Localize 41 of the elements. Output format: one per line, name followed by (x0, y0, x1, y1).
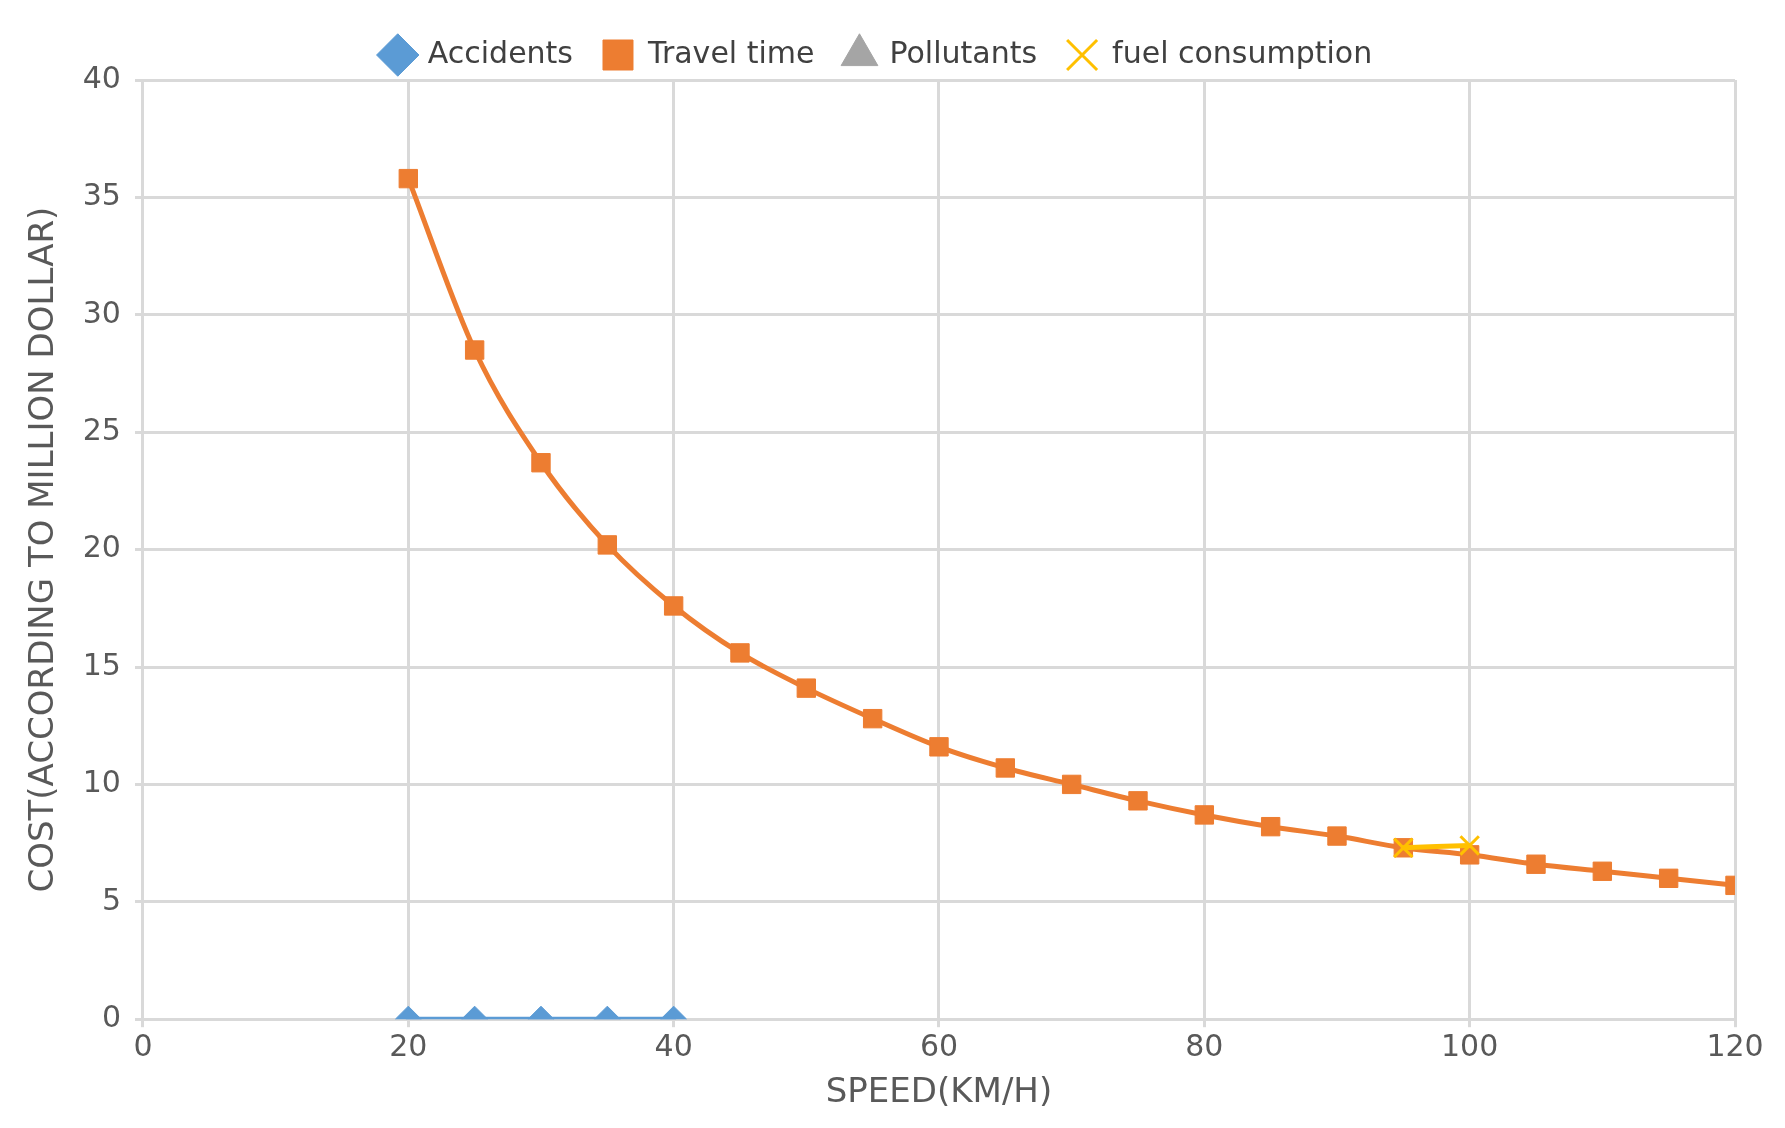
point (531, 453, 551, 473)
point (1526, 854, 1546, 874)
legend-label: fuel consumption (1112, 34, 1373, 70)
point (1194, 805, 1215, 825)
x-tick-label: 80 (1185, 1028, 1224, 1063)
point (1061, 774, 1082, 795)
legend-label: Pollutants (889, 34, 1038, 70)
point (929, 737, 949, 757)
y-tick-label: 35 (82, 177, 121, 213)
point (1592, 861, 1613, 881)
x-tick-label: 40 (654, 1028, 693, 1063)
point (1260, 816, 1281, 837)
point (1658, 868, 1679, 889)
x-tick-label: 120 (1706, 1028, 1764, 1063)
y-tick-label: 20 (82, 529, 121, 565)
x-tick-label: 20 (389, 1028, 428, 1063)
point (730, 643, 750, 663)
point (1458, 834, 1481, 857)
y-tick-label: 15 (82, 646, 121, 682)
y-tick-label: 30 (82, 294, 121, 330)
point (464, 340, 485, 360)
y-tick-label: 25 (82, 412, 121, 447)
x-tick-label: 60 (919, 1028, 959, 1063)
point (796, 678, 817, 698)
y-tick-label: 10 (82, 764, 121, 800)
y-tick-label: 0 (101, 999, 121, 1034)
point (995, 758, 1016, 778)
legend-label: Accidents (427, 34, 573, 70)
y-tick-label: 5 (101, 881, 121, 917)
point (663, 596, 684, 616)
y-axis-title: COST(ACCORDING TO MILLION DOLLAR) (21, 206, 62, 893)
legend-label: Travel time (646, 34, 815, 70)
point (597, 535, 618, 555)
y-tick-label: 40 (82, 59, 121, 95)
x-axis-title: SPEED(KM/H) (825, 1070, 1053, 1111)
x-tick-label: 0 (133, 1028, 153, 1063)
point (398, 168, 418, 189)
point (1327, 826, 1347, 846)
x-tick-label: 100 (1441, 1028, 1499, 1063)
point (862, 708, 883, 729)
point (1128, 791, 1148, 811)
